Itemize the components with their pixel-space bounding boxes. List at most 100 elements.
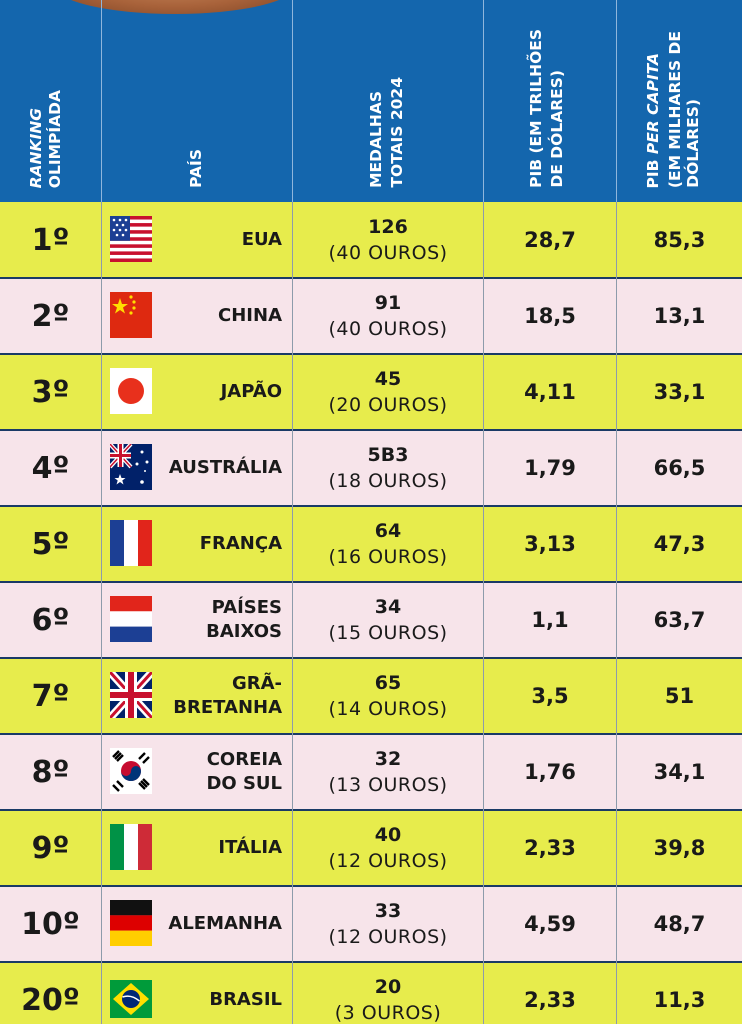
table-header: RANKING OLIMPÍADA PAÍS MEDALHAS TOTAIS 2… <box>0 0 742 202</box>
country-cell: GRÃ- BRETANHA <box>102 658 292 734</box>
gdp-per-capita-cell: 11,3 <box>653 988 706 1012</box>
country-label: ALEMANHA <box>168 886 282 962</box>
gdp-cell: 1,1 <box>531 608 569 632</box>
rank-cell: 1º <box>31 222 70 258</box>
header-divider <box>292 0 293 202</box>
table-row: 3º JAPÃO 45 (20 OUROS) 4,11 33,1 <box>0 354 742 430</box>
country-cell: CHINA <box>102 278 292 354</box>
header-ranking-label-2: OLIMPÍADA <box>46 89 64 188</box>
gdp-per-capita-cell: 34,1 <box>653 760 706 784</box>
header-country-label: PAÍS <box>187 149 205 188</box>
gold-medals: (15 OUROS) <box>328 622 448 644</box>
gdp-cell: 3,13 <box>524 532 576 556</box>
header-gdp: PIB (EM TRILHÕES DE DÓLARES) <box>484 0 616 202</box>
country-cell: PAÍSES BAIXOS <box>102 582 292 658</box>
country-cell: EUA <box>102 202 292 278</box>
medals-total: 33 <box>374 900 402 922</box>
country-name: COREIA <box>206 749 282 770</box>
gold-medals: (40 OUROS) <box>328 318 448 340</box>
header-gdp-label-2: DE DÓLARES) <box>548 70 566 188</box>
country-label: BRASIL <box>209 962 282 1024</box>
medals-cell: 45 (20 OUROS) <box>293 354 483 430</box>
gdp-per-capita-cell: 47,3 <box>653 532 706 556</box>
country-name: JAPÃO <box>220 381 282 402</box>
italy-flag-icon <box>110 824 152 870</box>
country-label: PAÍSES BAIXOS <box>206 582 282 658</box>
country-cell: COREIA DO SUL <box>102 734 292 810</box>
rank-cell: 9º <box>31 830 70 866</box>
country-label: AUSTRÁLIA <box>169 430 282 506</box>
gdp-per-capita-cell: 48,7 <box>653 912 706 936</box>
medals-total: 32 <box>374 748 402 770</box>
column-divider <box>483 202 484 1024</box>
country-cell: FRANÇA <box>102 506 292 582</box>
germany-flag-icon <box>110 900 152 946</box>
country-cell: ITÁLIA <box>102 810 292 886</box>
medals-total: 34 <box>374 596 402 618</box>
header-divider <box>483 0 484 202</box>
country-label: EUA <box>242 202 282 278</box>
rank-cell: 6º <box>31 602 70 638</box>
gdp-cell: 1,79 <box>524 456 576 480</box>
gdp-per-capita-cell: 13,1 <box>653 304 706 328</box>
medals-cell: 33 (12 OUROS) <box>293 886 483 962</box>
row-divider <box>0 581 742 583</box>
medals-cell: 34 (15 OUROS) <box>293 582 483 658</box>
row-divider <box>0 733 742 735</box>
gold-medals: (14 OUROS) <box>328 698 448 720</box>
country-name: CHINA <box>218 305 282 326</box>
column-divider <box>616 202 617 1024</box>
country-label: FRANÇA <box>200 506 282 582</box>
row-divider <box>0 885 742 887</box>
country-label: CHINA <box>218 278 282 354</box>
country-name: PAÍSES <box>211 597 282 618</box>
country-name: FRANÇA <box>199 533 282 554</box>
gold-medals: (18 OUROS) <box>328 470 448 492</box>
header-ranking: RANKING OLIMPÍADA <box>0 0 101 202</box>
country-label: ITÁLIA <box>218 810 282 886</box>
header-medals-label: MEDALHAS <box>367 91 385 188</box>
medals-cell: 40 (12 OUROS) <box>293 810 483 886</box>
gdp-per-capita-cell: 39,8 <box>653 836 706 860</box>
header-gdp-pc-label-2: (EM MILHARES DE <box>666 30 684 188</box>
header-gdp-per-capita: PIB PER CAPITA (EM MILHARES DE DÓLARES) <box>617 0 742 202</box>
rank-cell: 8º <box>31 754 70 790</box>
country-cell: BRASIL <box>102 962 292 1024</box>
brazil-flag-icon <box>110 976 152 1022</box>
medals-cell: 20 (3 OUROS) <box>293 962 483 1024</box>
country-name: GRÃ- <box>231 673 282 694</box>
table-row: 4º AUSTRÁLIA 5B3 (18 OUROS) 1,79 66,5 <box>0 430 742 506</box>
rank-cell: 20º <box>21 982 80 1018</box>
row-divider <box>0 429 742 431</box>
country-cell: ALEMANHA <box>102 886 292 962</box>
header-gdp-pc-label-3: DÓLARES) <box>684 99 702 188</box>
header-divider <box>616 0 617 202</box>
gdp-cell: 18,5 <box>524 304 576 328</box>
country-name: EUA <box>241 229 282 250</box>
gdp-cell: 4,59 <box>524 912 576 936</box>
country-label: COREIA DO SUL <box>206 734 282 810</box>
medals-cell: 5B3 (18 OUROS) <box>293 430 483 506</box>
usa-flag-icon <box>110 216 152 262</box>
country-name-2: BAIXOS <box>206 621 282 642</box>
table-row: 2º CHINA 91 (40 OUROS) 18,5 13,1 <box>0 278 742 354</box>
medals-total: 5B3 <box>367 444 409 466</box>
gold-medals: (12 OUROS) <box>328 850 448 872</box>
gdp-cell: 2,33 <box>524 988 576 1012</box>
medals-cell: 64 (16 OUROS) <box>293 506 483 582</box>
gdp-per-capita-cell: 85,3 <box>653 228 706 252</box>
uk-flag-icon <box>110 672 152 718</box>
france-flag-icon <box>110 520 152 566</box>
header-country: PAÍS <box>102 0 292 202</box>
country-name: ITÁLIA <box>218 837 282 858</box>
header-ranking-label: RANKING <box>27 107 45 188</box>
medals-cell: 65 (14 OUROS) <box>293 658 483 734</box>
gdp-cell: 1,76 <box>524 760 576 784</box>
country-label: GRÃ- BRETANHA <box>173 658 282 734</box>
medals-total: 20 <box>374 976 402 998</box>
table-row: 5º FRANÇA 64 (16 OUROS) 3,13 47,3 <box>0 506 742 582</box>
rank-cell: 2º <box>31 298 70 334</box>
medals-total: 45 <box>374 368 402 390</box>
medals-cell: 32 (13 OUROS) <box>293 734 483 810</box>
header-medals: MEDALHAS TOTAIS 2024 <box>293 0 483 202</box>
